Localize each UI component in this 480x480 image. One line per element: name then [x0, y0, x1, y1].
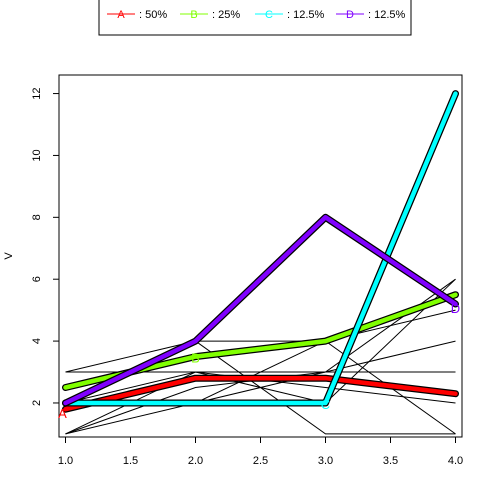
series-point-D-3	[324, 216, 327, 219]
y-tick-label-4: 8	[31, 214, 43, 220]
legend: A : 50% B : 25% C : 12.5% D : 12.5%	[98, 0, 412, 36]
legend-box	[98, 0, 412, 36]
series-point-A-1	[64, 408, 67, 411]
series-point-B-4	[454, 293, 457, 296]
background-lines	[65, 278, 456, 435]
series-line-D	[63, 215, 458, 406]
series-point-A-3	[324, 377, 327, 380]
series-point-C-2	[194, 402, 197, 404]
series-point-D-1	[64, 402, 67, 404]
legend-key-B: B	[190, 9, 197, 21]
series-lines	[62, 90, 459, 413]
series-line-A	[63, 375, 458, 412]
series-point-C-4	[454, 92, 457, 95]
series-point-B-3	[324, 340, 327, 342]
series-labels: A B C D	[58, 301, 460, 421]
series-point-B-2	[194, 355, 197, 358]
x-axis: 1.0 1.5 2.0 2.5 3.0 3.5 4.0	[58, 436, 463, 467]
y-tick-label-2: 4	[31, 338, 43, 344]
x-tick-label-2: 1.5	[123, 455, 138, 467]
y-axis: 2 4 6 8 10 12	[31, 87, 60, 406]
series-label-D: D	[451, 301, 460, 316]
series-label-C: C	[321, 397, 330, 412]
x-tick-label-5: 3.0	[318, 455, 333, 467]
plot-frame	[58, 74, 463, 438]
x-tick-label-7: 4.0	[448, 455, 463, 467]
y-axis-title: V	[3, 252, 15, 260]
background-line-1	[65, 278, 456, 435]
x-tick-label-4: 2.5	[253, 455, 268, 467]
y-tick-label-6: 12	[31, 87, 43, 99]
y-tick-label-3: 6	[31, 276, 43, 282]
background-line-8	[65, 278, 456, 435]
x-tick-label-1: 1.0	[58, 455, 73, 467]
series-point-B-1	[64, 386, 67, 389]
x-tick-label-6: 3.5	[383, 455, 398, 467]
background-line-5	[65, 340, 456, 435]
legend-label-A: : 50%	[139, 9, 167, 21]
legend-label-B: : 25%	[212, 9, 240, 21]
series-point-A-2	[194, 377, 197, 380]
y-tick-label-5: 10	[31, 149, 43, 161]
x-tick-label-3: 2.0	[188, 455, 203, 467]
series-label-A: A	[58, 406, 67, 421]
series-point-D-2	[194, 340, 197, 342]
series-point-C-3	[324, 402, 327, 404]
legend-key-A: A	[117, 9, 125, 21]
legend-key-D: D	[346, 9, 354, 21]
y-tick-label-1: 2	[31, 400, 43, 406]
series-label-B: B	[191, 351, 200, 366]
series-point-A-4	[454, 392, 457, 395]
legend-label-C: : 12.5%	[287, 9, 325, 21]
series-line-C	[63, 91, 458, 406]
series-outline-C	[62, 90, 459, 407]
legend-label-D: : 12.5%	[368, 9, 406, 21]
series-point-D-4	[454, 303, 457, 305]
legend-key-C: C	[265, 9, 273, 21]
